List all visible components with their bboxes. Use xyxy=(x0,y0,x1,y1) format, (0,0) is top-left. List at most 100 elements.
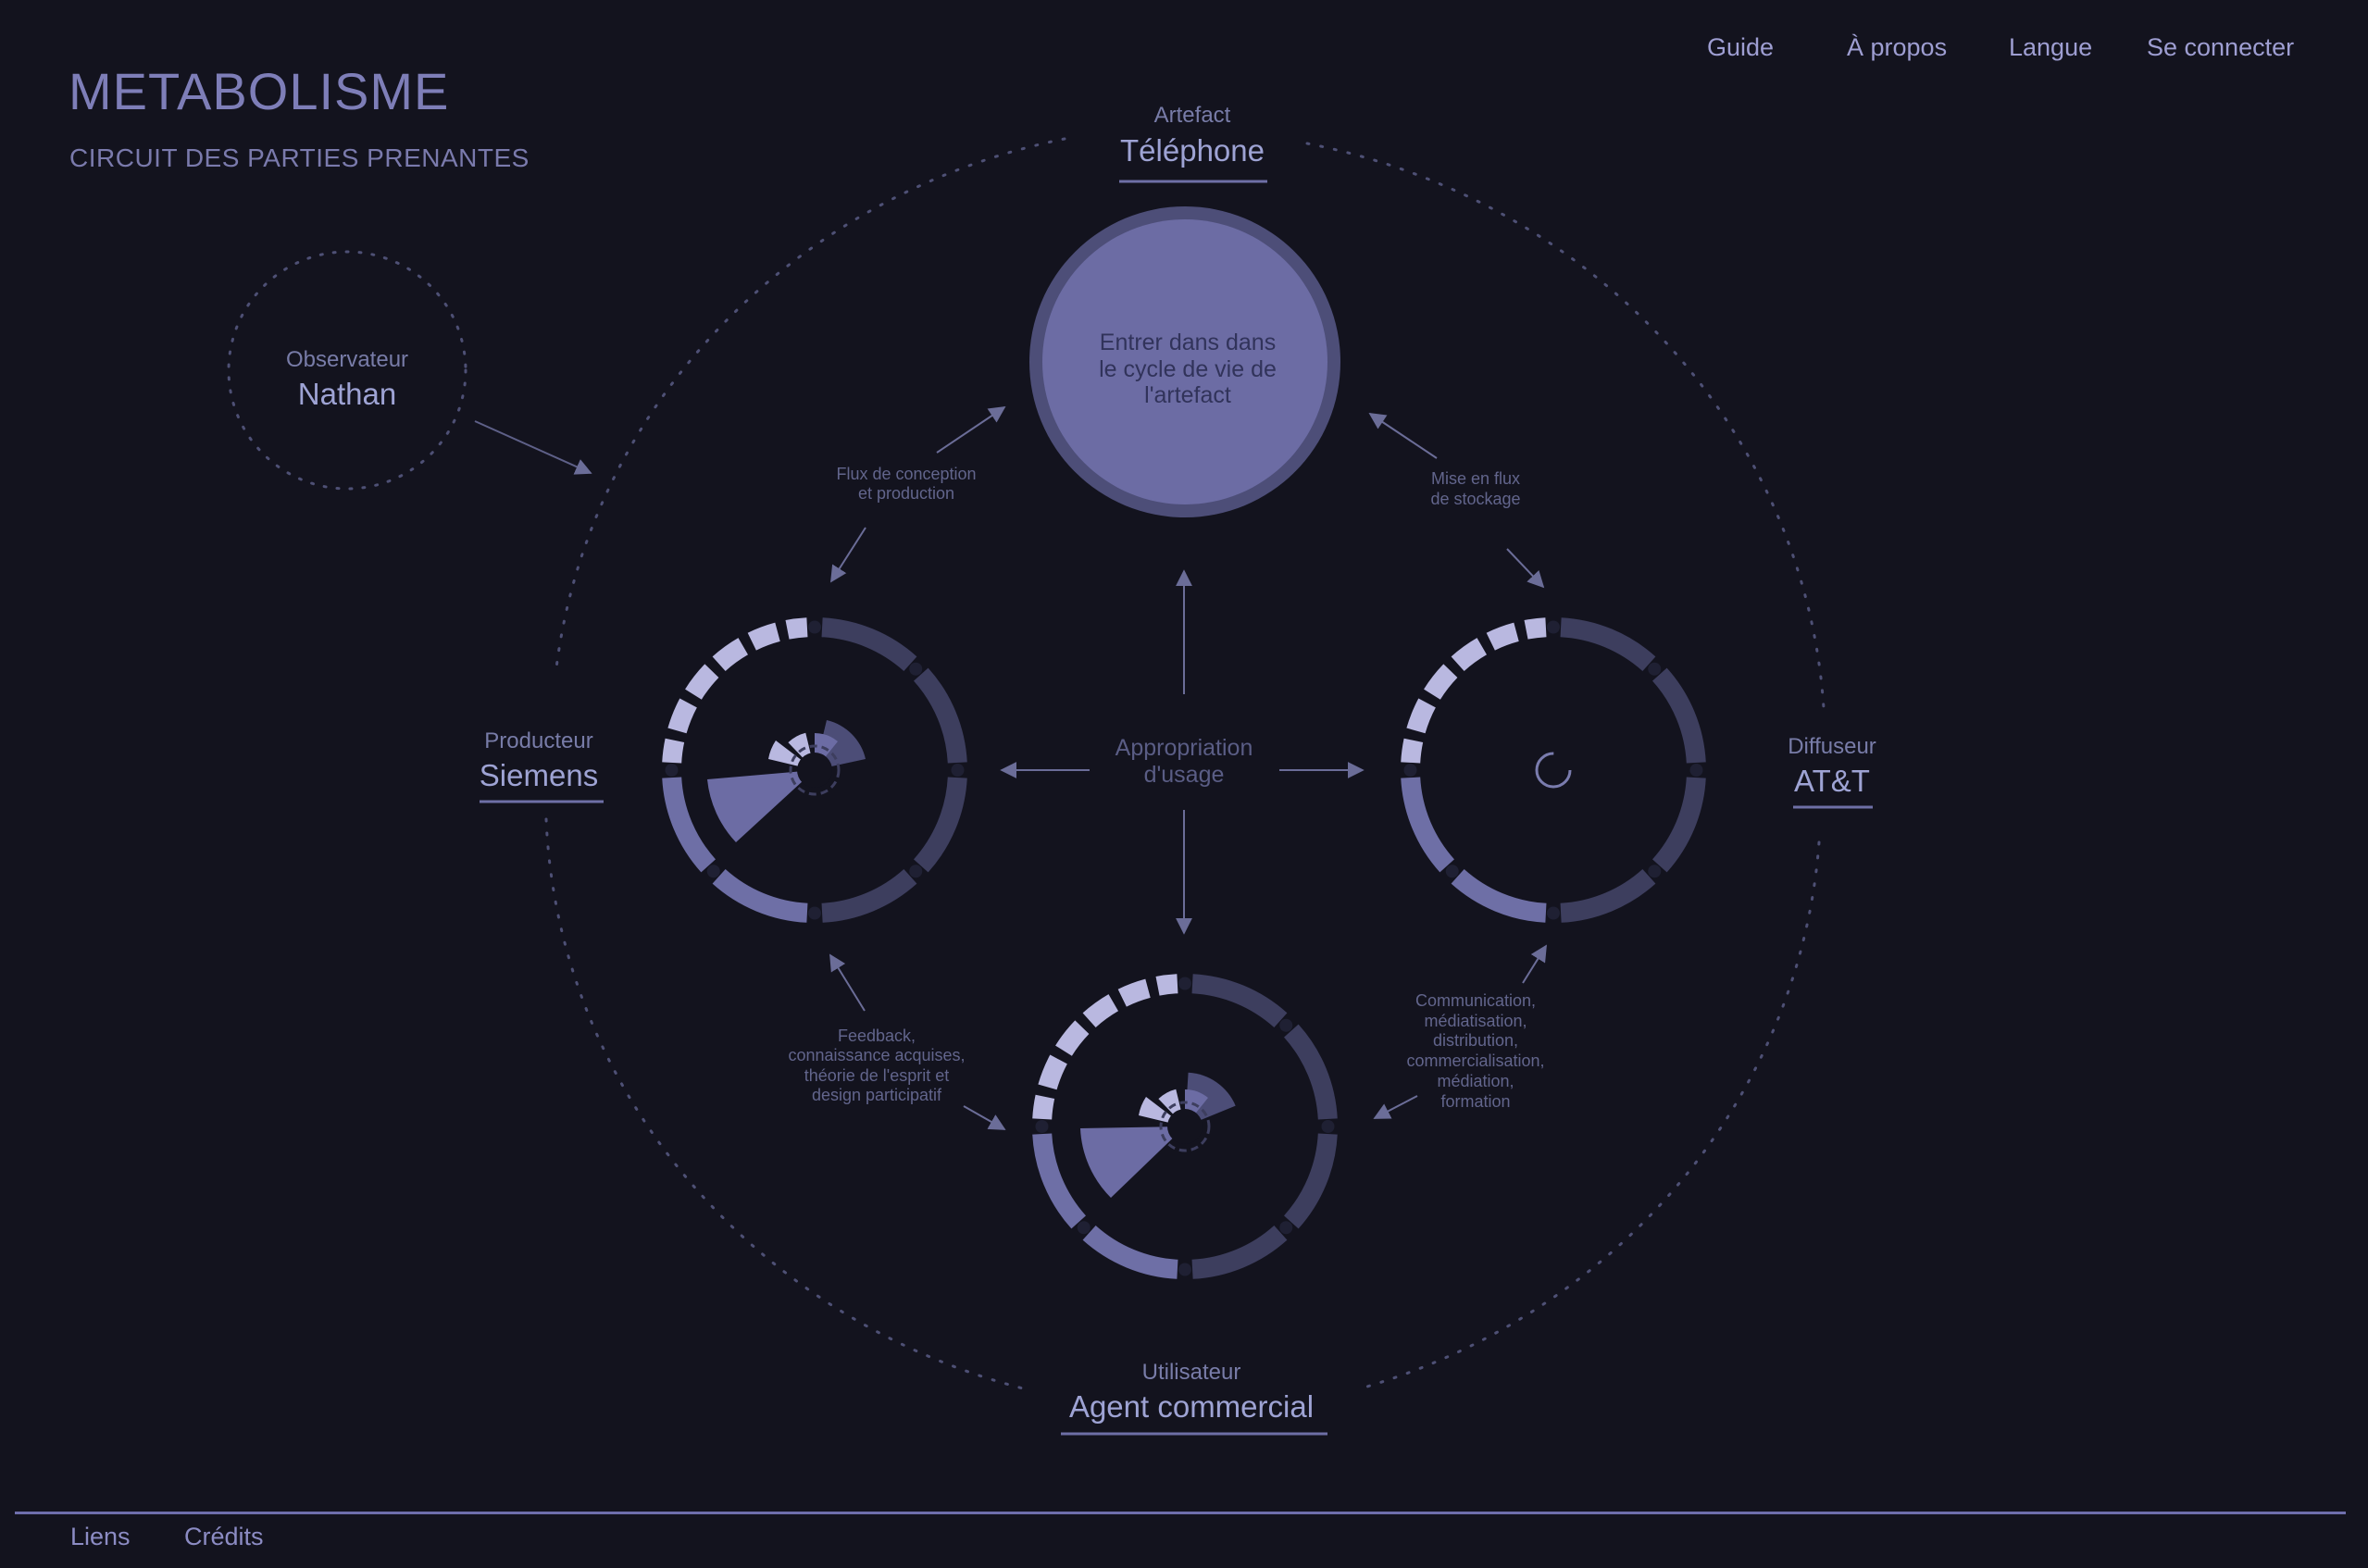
ring-segment xyxy=(914,777,967,873)
observer-role-label: Observateur xyxy=(286,347,408,372)
ring-segment-small xyxy=(1401,738,1424,764)
ring-segment-small xyxy=(1032,1094,1055,1120)
svg-text:Feedback,: Feedback, xyxy=(838,1027,916,1045)
enter-lifecycle-line2: le cycle de vie de xyxy=(1099,356,1277,382)
appropriation-label-line2: d'usage xyxy=(1144,762,1225,788)
ring-segment-small xyxy=(1451,638,1487,671)
svg-text:théorie de l'esprit et: théorie de l'esprit et xyxy=(804,1066,950,1085)
observer-name-label[interactable]: Nathan xyxy=(298,377,396,411)
ring-segment-small xyxy=(1082,994,1118,1027)
svg-text:design participatif: design participatif xyxy=(812,1086,942,1104)
ring-segment-small xyxy=(1055,1020,1090,1056)
ring-segment-small xyxy=(1117,978,1151,1007)
ring-node xyxy=(1178,1263,1191,1276)
ring-node xyxy=(1321,1120,1335,1133)
ring-node xyxy=(909,865,923,878)
svg-text:Communication,: Communication, xyxy=(1415,991,1536,1010)
ring-node xyxy=(1547,620,1560,634)
nav-guide-link[interactable]: Guide xyxy=(1707,33,1775,61)
ring-node xyxy=(1445,865,1459,878)
svg-text:distribution,: distribution, xyxy=(1433,1031,1518,1050)
distributor-role-label: Diffuseur xyxy=(1788,734,1876,759)
footer-links-link[interactable]: Liens xyxy=(70,1523,131,1550)
nav-language-link[interactable]: Langue xyxy=(2009,33,2093,61)
producer-role-label: Producteur xyxy=(484,728,592,753)
ring-node xyxy=(951,764,965,777)
nav-login-link[interactable]: Se connecter xyxy=(2147,33,2295,61)
ring-segment-small xyxy=(667,698,697,734)
ring-node xyxy=(1279,1018,1293,1032)
producer-ring[interactable] xyxy=(662,617,967,923)
ring-node xyxy=(1547,906,1560,920)
ring-segment xyxy=(712,869,808,923)
producer-radar xyxy=(707,720,866,842)
ring-segment xyxy=(1401,777,1454,873)
ring-segment xyxy=(1284,1024,1338,1120)
center-arrows xyxy=(1000,569,1365,935)
ring-segment xyxy=(1560,617,1656,671)
flow-feedback-label: Feedback, connaissance acquises, théorie… xyxy=(788,1027,965,1104)
distributor-ring[interactable] xyxy=(1401,617,1706,923)
nav-about-link[interactable]: À propos xyxy=(1847,33,1948,61)
ring-node xyxy=(1648,662,1662,676)
ring-segment xyxy=(1560,869,1656,923)
ring-node xyxy=(665,764,679,777)
ring-segment-small xyxy=(1406,698,1436,734)
flow-storage-label-line2: de stockage xyxy=(1430,490,1520,508)
user-name-label[interactable]: Agent commercial xyxy=(1069,1389,1314,1424)
ring-segment xyxy=(1284,1133,1338,1229)
observer-dotted-circle[interactable] xyxy=(227,250,467,491)
ring-segment-small xyxy=(685,664,719,700)
flow-design-label-line1: Flux de conception xyxy=(836,465,976,483)
ring-segment xyxy=(821,617,917,671)
observer-arrow xyxy=(474,420,592,475)
svg-text:formation: formation xyxy=(1440,1092,1510,1111)
flow-storage-label-line1: Mise en flux xyxy=(1431,469,1520,488)
ring-segment xyxy=(662,777,716,873)
ring-segment xyxy=(1451,869,1547,923)
svg-text:médiation,: médiation, xyxy=(1437,1072,1514,1090)
ring-segment-small xyxy=(747,622,780,651)
ring-segment-small xyxy=(1038,1054,1067,1090)
svg-text:commercialisation,: commercialisation, xyxy=(1406,1052,1544,1070)
footer-credits-link[interactable]: Crédits xyxy=(184,1523,264,1550)
ring-segment xyxy=(1652,667,1706,764)
ring-segment xyxy=(821,869,917,923)
enter-lifecycle-button[interactable]: Entrer dans dans le cycle de vie de l'ar… xyxy=(1029,206,1340,517)
ring-segment xyxy=(914,667,967,764)
ring-node xyxy=(1279,1221,1293,1235)
ring-segment-small xyxy=(1424,664,1458,700)
ring-segment xyxy=(1082,1226,1178,1279)
flow-arrows xyxy=(829,405,1547,1130)
ring-segment-small xyxy=(662,738,685,764)
flow-design-label-line2: et production xyxy=(858,484,954,503)
user-ring[interactable] xyxy=(1032,974,1338,1279)
app-title: METABOLISME xyxy=(69,62,450,120)
ring-node xyxy=(909,662,923,676)
ring-node xyxy=(1035,1120,1049,1133)
ring-node xyxy=(706,865,720,878)
ring-segment-small xyxy=(712,638,748,671)
app-subtitle: CIRCUIT DES PARTIES PRENANTES xyxy=(69,143,530,172)
flow-communication-label: Communication, médiatisation, distributi… xyxy=(1406,991,1544,1111)
ring-segment-small xyxy=(1155,974,1178,996)
ring-node xyxy=(1077,1221,1091,1235)
ring-node xyxy=(1403,764,1417,777)
ring-node xyxy=(1178,977,1191,990)
enter-lifecycle-line3: l'artefact xyxy=(1144,382,1231,408)
ring-segment-small xyxy=(1486,622,1519,651)
ring-segment xyxy=(1191,974,1288,1027)
ring-node xyxy=(1648,865,1662,878)
artefact-name-label[interactable]: Téléphone xyxy=(1120,133,1265,168)
producer-name-label[interactable]: Siemens xyxy=(480,758,598,792)
ring-segment xyxy=(1032,1133,1086,1229)
distributor-loading-spinner xyxy=(1535,752,1572,789)
enter-lifecycle-line1: Entrer dans dans xyxy=(1100,330,1276,355)
svg-text:médiatisation,: médiatisation, xyxy=(1424,1012,1527,1030)
svg-text:connaissance acquises,: connaissance acquises, xyxy=(788,1046,965,1064)
top-navigation: Guide À propos Langue Se connecter xyxy=(0,33,2368,70)
footer-divider xyxy=(15,1512,2346,1514)
distributor-name-label[interactable]: AT&T xyxy=(1794,764,1870,798)
user-role-label: Utilisateur xyxy=(1142,1360,1241,1385)
ring-segment-small xyxy=(1524,617,1547,640)
